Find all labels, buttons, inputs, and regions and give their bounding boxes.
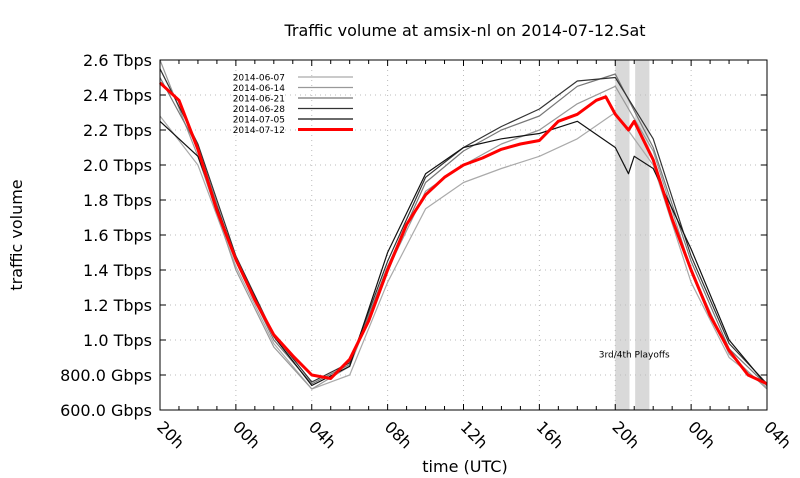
y-tick-label: 2.4 Tbps [83, 86, 152, 105]
x-tick-label: 12h [457, 417, 492, 452]
y-tick-label: 1.4 Tbps [83, 261, 152, 280]
annotation-playoffs: 3rd/4th Playoffs [599, 351, 670, 361]
y-tick-label: 600.0 Gbps [60, 401, 152, 420]
y-tick-label: 1.8 Tbps [83, 191, 152, 210]
x-tick-label: 00h [684, 417, 719, 452]
x-tick-label: 08h [381, 417, 416, 452]
y-tick-label: 800.0 Gbps [60, 366, 152, 385]
x-tick-label: 20h [608, 417, 643, 452]
x-tick-label: 00h [229, 417, 264, 452]
plot-frame [159, 59, 768, 411]
chart-title: Traffic volume at amsix-nl on 2014-07-12… [283, 21, 645, 40]
y-tick-label: 1.0 Tbps [83, 331, 152, 350]
y-tick-label: 2.2 Tbps [83, 121, 152, 140]
shaded-region-0 [615, 60, 630, 410]
legend-label: 2014-06-21 [233, 95, 285, 105]
x-tick-label: 20h [153, 417, 188, 452]
y-tick-label: 2.0 Tbps [83, 156, 152, 175]
x-tick-label: 04h [760, 417, 795, 452]
y-tick-label: 1.6 Tbps [83, 226, 152, 245]
legend-label: 2014-07-12 [233, 126, 285, 136]
x-tick-label: 04h [305, 417, 340, 452]
legend-label: 2014-06-28 [233, 105, 286, 115]
x-tick-label: 16h [533, 417, 568, 452]
y-axis-label: traffic volume [7, 179, 26, 290]
legend-label: 2014-06-14 [233, 84, 286, 94]
legend-label: 2014-06-07 [233, 74, 285, 84]
y-tick-label: 1.2 Tbps [83, 296, 152, 315]
series-line-2014-07-12 [158, 81, 768, 386]
x-axis-label: time (UTC) [422, 457, 507, 476]
legend-label: 2014-07-05 [233, 116, 285, 126]
y-tick-label: 2.6 Tbps [83, 51, 152, 70]
